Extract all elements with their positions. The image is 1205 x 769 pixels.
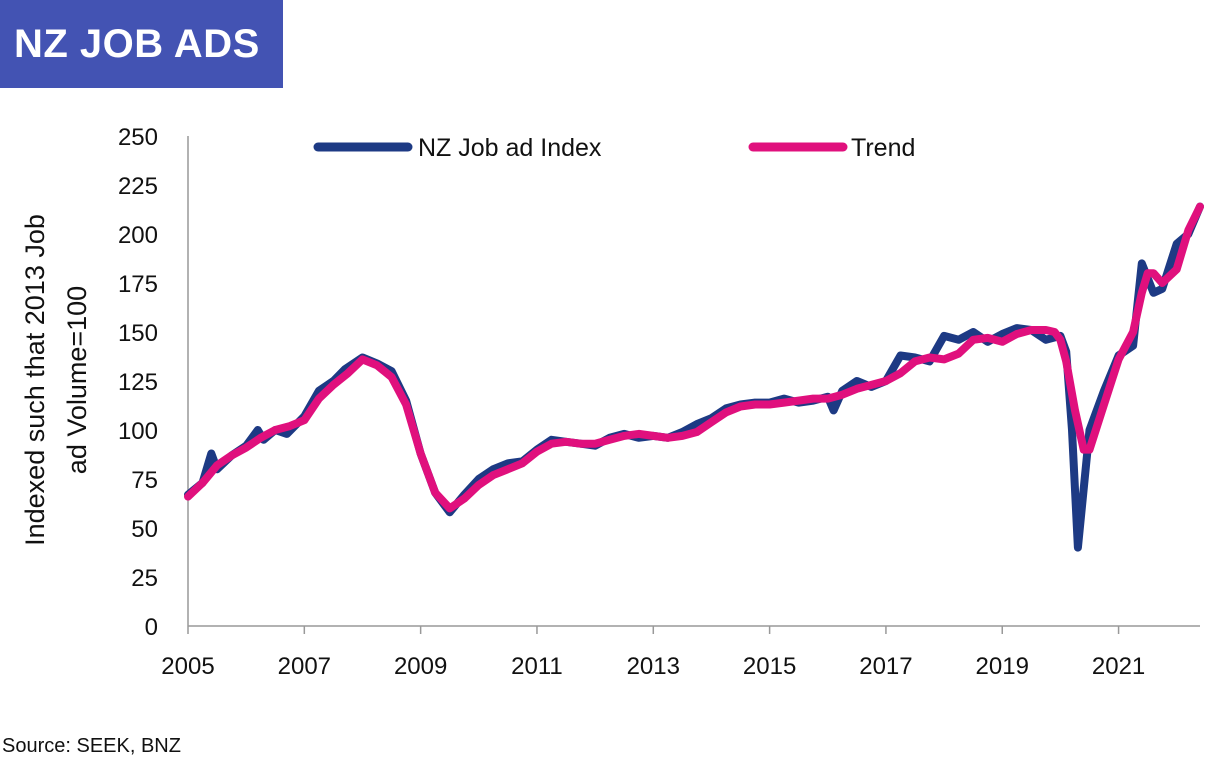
series-line-trend: [184, 202, 1204, 513]
axes: [187, 136, 1200, 634]
x-tick-label: 2017: [859, 653, 912, 680]
y-tick-label: 100: [118, 418, 158, 445]
y-tick-label: 75: [131, 467, 158, 494]
x-tick-label: 2007: [278, 653, 331, 680]
x-tick-label: 2021: [1092, 653, 1145, 680]
x-tick-label: 2013: [627, 653, 680, 680]
y-axis-title: Indexed such that 2013 Job: [20, 214, 50, 546]
x-tick-labels: 2005 2007 2009 2011 2013 2015 2017 2019 2021: [161, 653, 1145, 680]
y-tick-label: 50: [131, 516, 158, 543]
x-tick-label: 2009: [394, 653, 447, 680]
x-tick-label: 2015: [743, 653, 796, 680]
source-note: Source: SEEK, BNZ: [2, 735, 181, 757]
y-tick-label: 25: [131, 565, 158, 592]
legend-label: Trend: [851, 134, 915, 162]
title-banner: NZ JOB ADS: [0, 0, 283, 88]
legend: NZ Job ad Index Trend: [313, 134, 915, 162]
y-tick-label: 225: [118, 173, 158, 200]
y-tick-label: 250: [118, 124, 158, 151]
x-tick-label: 2005: [161, 653, 214, 680]
y-axis-title-line2: ad Volume=100: [62, 286, 92, 474]
y-tick-label: 200: [118, 222, 158, 249]
y-tick-label: 150: [118, 320, 158, 347]
y-tick-label: 175: [118, 271, 158, 298]
y-tick-label: 125: [118, 369, 158, 396]
y-tick-labels: 0 25 50 75 100 125 150 175 200 225 250: [118, 124, 158, 641]
x-tick-label: 2019: [976, 653, 1029, 680]
series-lines: [184, 202, 1204, 552]
y-tick-label: 0: [145, 614, 158, 641]
x-tick-label: 2011: [511, 653, 563, 680]
legend-label: NZ Job ad Index: [418, 134, 602, 162]
page-title: NZ JOB ADS: [14, 21, 260, 66]
